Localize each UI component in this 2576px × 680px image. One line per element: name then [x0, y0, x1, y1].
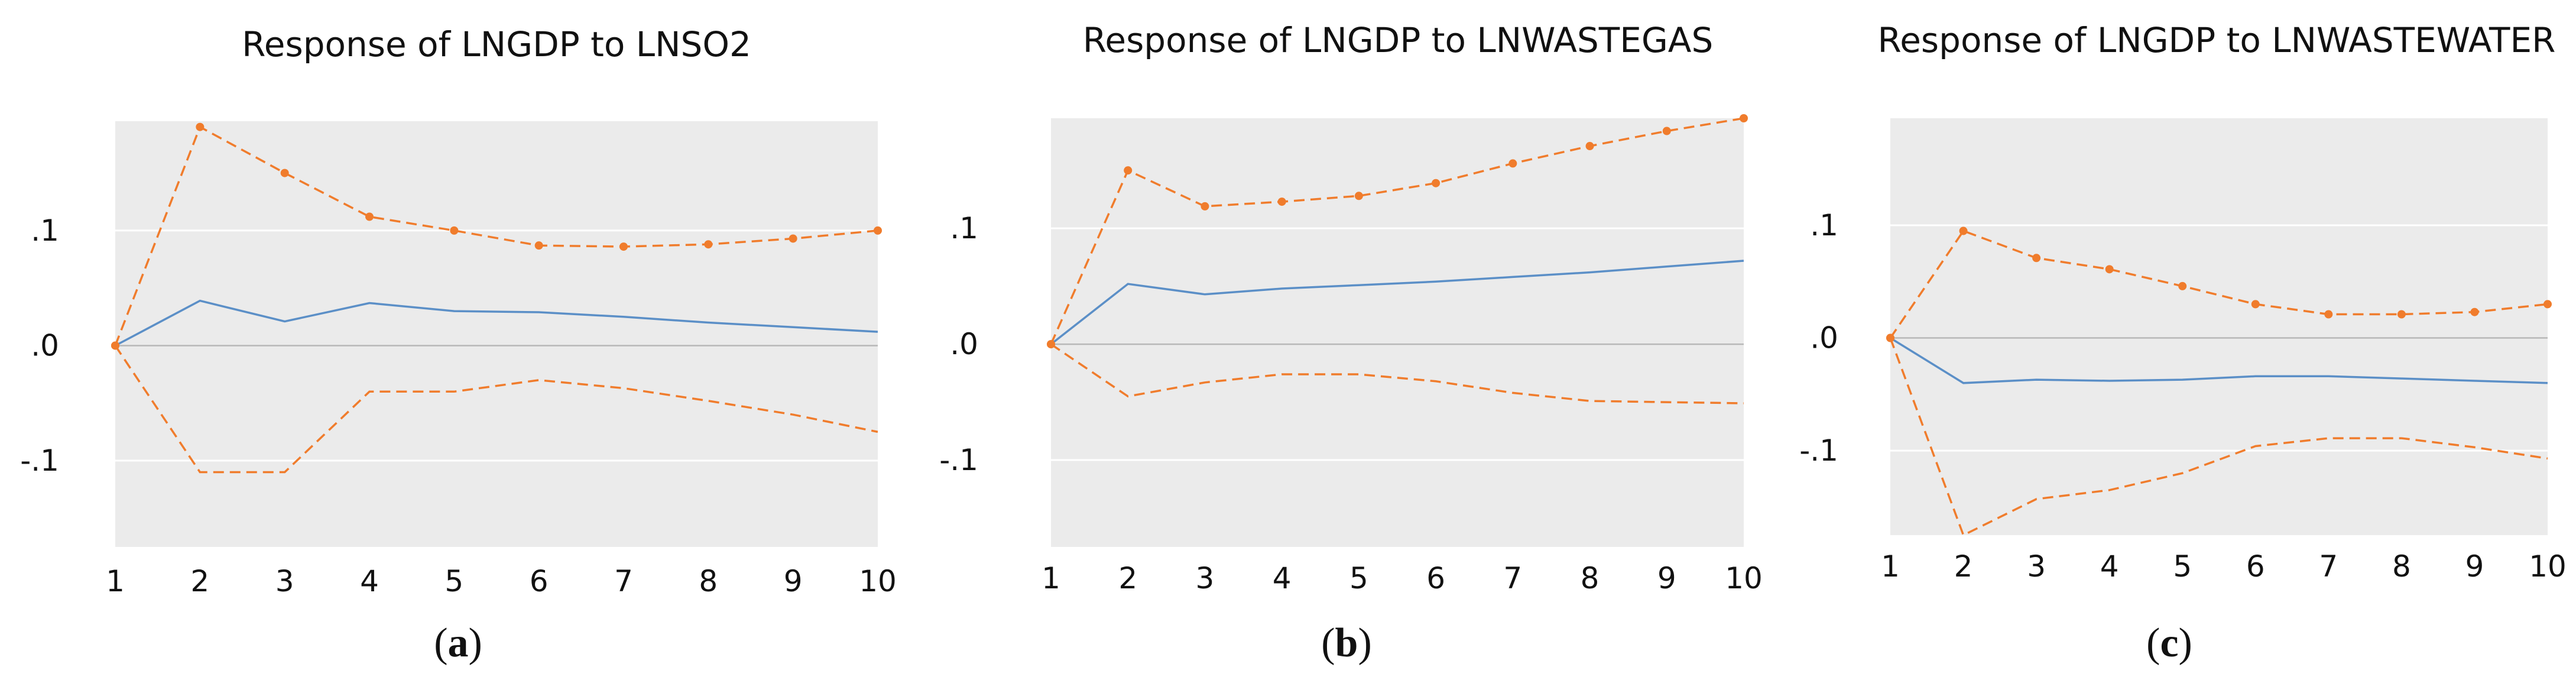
- y-tick-label: .1: [31, 213, 59, 248]
- x-tick-label: 9: [2465, 549, 2484, 584]
- series-response-line: [1890, 337, 2548, 384]
- chart-title: Response of LNGDP to LNWASTEGAS: [1083, 20, 1714, 60]
- panel-caption-letter: c: [2160, 620, 2178, 666]
- series-upper-point: [1124, 166, 1133, 175]
- panel-caption: (a): [434, 620, 482, 666]
- x-tick-label: 5: [445, 564, 463, 598]
- x-tick-label: 5: [2173, 549, 2192, 584]
- chart-panel-c: Response of LNGDP to LNWASTEWATER .1 .0 -.1…: [1779, 0, 2576, 680]
- series-upper-point: [1662, 127, 1671, 135]
- series-upper-point: [874, 226, 882, 235]
- series-upper-line: [114, 125, 878, 347]
- series-upper-point: [280, 169, 289, 177]
- x-tick-label: 9: [1657, 561, 1676, 595]
- x-tick-label: 1: [106, 564, 125, 598]
- y-tick-label: .1: [1810, 208, 1838, 242]
- chart-a: Response of LNGDP to LNSO2 .1 .0 -.1 1 2 3 4 5 6 7…: [20, 24, 913, 666]
- series-lower-line: [114, 345, 878, 474]
- series-upper-point: [2105, 265, 2114, 274]
- plot-area: [1890, 118, 2548, 535]
- y-tick-label: -.1: [20, 443, 59, 478]
- series-upper-point: [196, 122, 205, 131]
- x-tick-label: 8: [2392, 549, 2411, 584]
- plot-area: [115, 121, 878, 547]
- series-upper-point: [2178, 281, 2187, 290]
- panel-caption: (b): [1321, 620, 1372, 666]
- x-tick-label: 2: [1954, 549, 1973, 584]
- series-response-line: [115, 299, 878, 347]
- series-upper-point: [704, 240, 713, 249]
- y-tick-label: -.1: [939, 443, 978, 477]
- x-tick-label: 2: [1118, 561, 1137, 595]
- series-upper-line: [1050, 117, 1744, 345]
- x-tick-label: 8: [699, 564, 718, 598]
- series-upper-point: [2397, 310, 2406, 319]
- y-tick-label: .1: [950, 211, 978, 245]
- x-tick-label: 1: [1042, 561, 1060, 595]
- x-tick-label: 8: [1581, 561, 1600, 595]
- panel-caption: (c): [2146, 620, 2192, 666]
- x-tick-label: 3: [275, 564, 294, 598]
- x-tick-label: 7: [1503, 561, 1522, 595]
- x-tick-label: 4: [2100, 549, 2119, 584]
- x-tick-label: 5: [1349, 561, 1368, 595]
- chart-title: Response of LNGDP to LNWASTEWATER: [1878, 20, 2556, 60]
- series-upper-point: [2543, 300, 2552, 309]
- x-tick-label: 6: [530, 564, 549, 598]
- series-lower-line: [1050, 343, 1744, 404]
- x-tick-label: 9: [784, 564, 803, 598]
- y-tick-label: .0: [950, 327, 978, 361]
- x-tick-label: 7: [614, 564, 633, 598]
- x-tick-label: 4: [1273, 561, 1292, 595]
- origin-point: [111, 341, 119, 350]
- x-tick-label: 6: [2246, 549, 2265, 584]
- chart-panel-a: Response of LNGDP to LNSO2 .1 .0 -.1 1 2 3 4 5 6 7…: [0, 0, 922, 680]
- series-upper-point: [2324, 310, 2333, 319]
- series-upper-point: [2032, 254, 2041, 263]
- x-tick-label: 4: [360, 564, 379, 598]
- series-upper-line: [1889, 229, 2548, 339]
- y-tick-label: .0: [1810, 321, 1838, 355]
- chart-panel-b: Response of LNGDP to LNWASTEGAS .1 .0 -.1 1 2…: [922, 0, 1779, 680]
- x-tick-label: 3: [1196, 561, 1215, 595]
- x-tick-label: 1: [1881, 549, 1900, 584]
- series-lower-line: [1889, 337, 2548, 537]
- panel-caption-letter: a: [448, 620, 469, 666]
- series-upper-point: [2251, 300, 2260, 309]
- series-upper-point: [1740, 114, 1748, 122]
- series-upper-point: [1585, 142, 1594, 151]
- series-response-line: [1050, 260, 1744, 345]
- x-tick-label: 7: [2319, 549, 2338, 584]
- series-upper-point: [2470, 307, 2479, 316]
- series-upper-point: [450, 226, 459, 235]
- chart-title: Response of LNGDP to LNSO2: [242, 24, 751, 64]
- x-tick-label: 10: [859, 564, 897, 598]
- y-tick-label: -.1: [1799, 433, 1838, 468]
- x-tick-label: 6: [1426, 561, 1445, 595]
- series-upper-point: [1354, 192, 1363, 200]
- series-upper-point: [1277, 197, 1286, 206]
- origin-point: [1886, 333, 1894, 342]
- series-upper-point: [1959, 226, 1968, 235]
- series-upper-point: [534, 241, 543, 250]
- x-tick-label: 10: [1725, 561, 1763, 595]
- series-upper-point: [1201, 202, 1209, 211]
- x-tick-label: 10: [2529, 549, 2567, 584]
- x-tick-label: 3: [2027, 549, 2046, 584]
- series-upper-point: [365, 212, 374, 221]
- y-tick-label: .0: [31, 328, 59, 362]
- series-upper-point: [619, 242, 628, 251]
- series-upper-point: [1508, 159, 1517, 168]
- x-tick-label: 2: [190, 564, 209, 598]
- chart-c: Response of LNGDP to LNWASTEWATER .1 .0 -.1…: [1799, 20, 2576, 666]
- series-upper-point: [1432, 179, 1441, 187]
- chart-b: Response of LNGDP to LNWASTEGAS .1 .0 -.1 1 2…: [939, 20, 1779, 666]
- series-upper-point: [789, 234, 797, 243]
- panel-caption-letter: b: [1335, 620, 1358, 666]
- origin-point: [1047, 340, 1055, 349]
